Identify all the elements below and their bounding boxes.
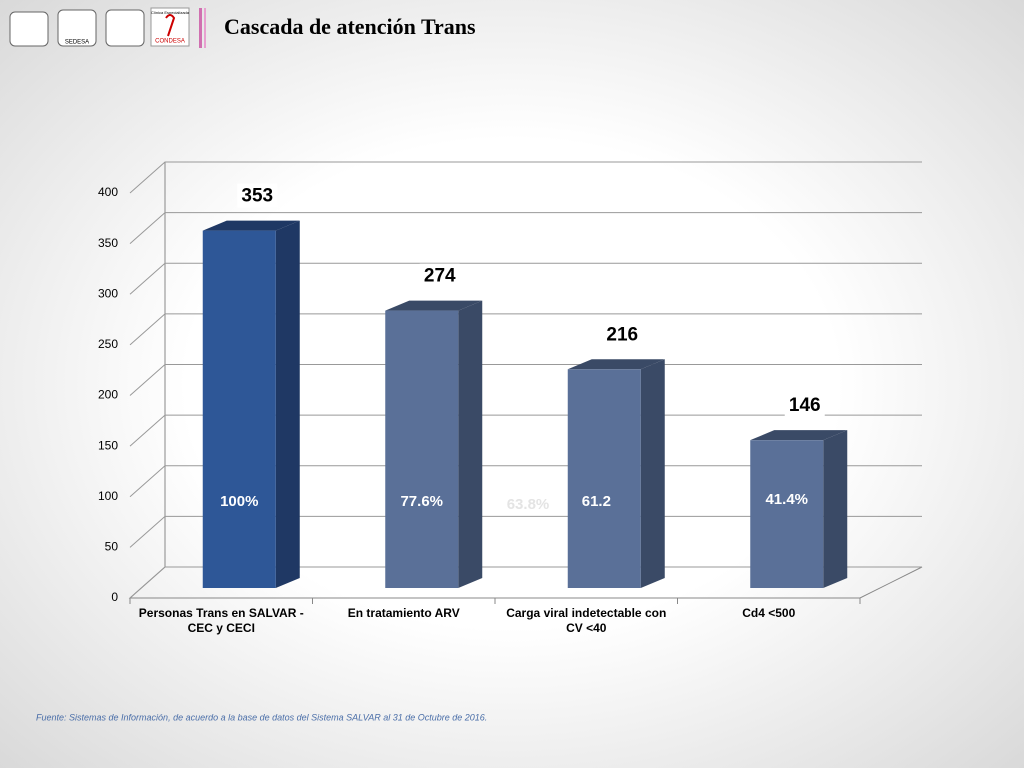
logo-text: Clínica Especializada (151, 10, 190, 15)
value-label-box (784, 393, 825, 418)
grid-line (129, 262, 922, 295)
logo (105, 9, 145, 47)
logo-text: CONDESA (155, 39, 185, 45)
inner-label: 61.2 (582, 493, 611, 510)
faint-label: 63.8% (507, 496, 550, 513)
bar (567, 369, 641, 588)
y-tick-label: 300 (98, 286, 118, 300)
y-tick-label: 0 (111, 590, 118, 604)
divider (199, 8, 202, 48)
bar-side (823, 430, 848, 588)
y-tick-label: 150 (98, 438, 118, 452)
inner-label: 100% (220, 493, 258, 510)
grid-line (129, 313, 922, 346)
grid-line (129, 566, 922, 599)
bar-top (385, 300, 483, 311)
y-tick-label: 50 (105, 540, 119, 554)
value-label: 274 (424, 266, 456, 287)
x-tick-label: Personas Trans en SALVAR - CEC y CECI (138, 606, 304, 635)
x-tick-label: Cd4 <500 (742, 606, 796, 620)
bar-top (567, 359, 665, 370)
grid-line (129, 364, 922, 396)
y-tick-label: 400 (98, 185, 118, 199)
y-tick-label: 200 (98, 388, 118, 402)
logo (57, 9, 97, 47)
inner-label: 41.4% (765, 491, 808, 508)
grid-line (129, 414, 922, 447)
value-label-box (602, 322, 643, 347)
title: Cascada de atención Trans (224, 14, 476, 39)
grid-line (129, 212, 922, 244)
y-tick-label: 350 (98, 236, 118, 250)
bar-side (275, 220, 300, 588)
bar-top (202, 220, 300, 231)
grid-line (129, 465, 922, 498)
value-label-box (237, 183, 278, 208)
ribbon (165, 14, 176, 37)
bar (202, 230, 276, 588)
x-tick-label: En tratamiento ARV (347, 606, 460, 620)
grid-line (129, 161, 922, 194)
value-label-box (419, 263, 460, 288)
y-tick-label: 250 (98, 337, 118, 351)
bar-side (458, 300, 483, 588)
logo-text: SEDESA (65, 40, 89, 46)
y-tick-label: 100 (98, 489, 118, 503)
value-label: 353 (241, 186, 273, 207)
value-label: 146 (789, 395, 821, 416)
x-tick-label: Carga viral indetectable con CV <40 (506, 606, 667, 635)
bar-side (640, 359, 665, 588)
bar-top (750, 430, 848, 441)
source: Fuente: Sistemas de Información, de acue… (36, 712, 487, 722)
logos: SEDESA Clínica Especializada CONDESA (9, 7, 206, 48)
bar (750, 440, 824, 588)
value-label: 216 (606, 324, 638, 345)
grid-line (129, 515, 922, 548)
logo (9, 11, 49, 47)
divider (204, 8, 206, 48)
bar (385, 310, 459, 588)
inner-label: 77.6% (400, 493, 443, 510)
